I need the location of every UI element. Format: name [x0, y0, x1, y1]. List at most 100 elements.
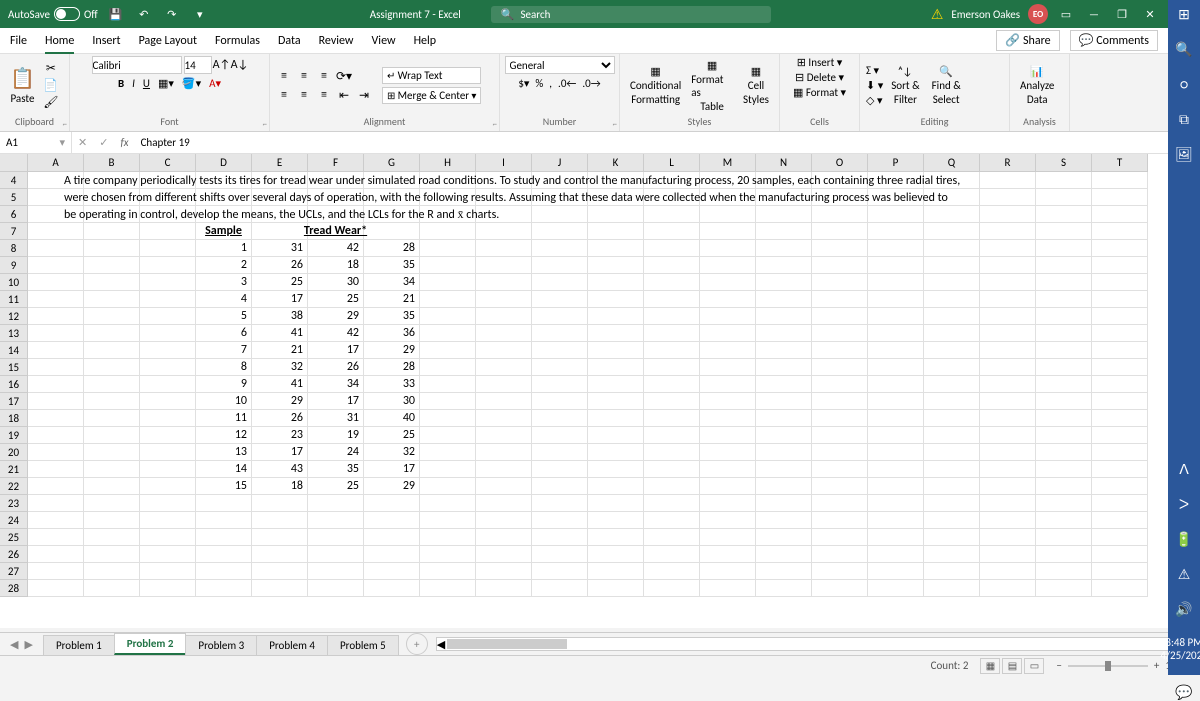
cell[interactable]	[812, 393, 868, 410]
cell[interactable]	[588, 308, 644, 325]
cell[interactable]	[700, 495, 756, 512]
cell[interactable]	[868, 393, 924, 410]
cell[interactable]	[756, 376, 812, 393]
cell[interactable]	[532, 444, 588, 461]
tab-home[interactable]: Home	[45, 34, 74, 54]
cell[interactable]	[420, 427, 476, 444]
search-tb-icon[interactable]: 🔍	[1175, 41, 1192, 58]
cell[interactable]: 29	[308, 308, 364, 325]
qat-more-icon[interactable]: ▾	[190, 4, 210, 24]
cell[interactable]	[1092, 172, 1148, 189]
cell[interactable]	[588, 257, 644, 274]
orientation-icon[interactable]: ⟳▾	[336, 68, 352, 84]
cell[interactable]	[532, 546, 588, 563]
cell[interactable]	[588, 342, 644, 359]
col-header[interactable]: I	[476, 154, 532, 172]
cell[interactable]	[812, 274, 868, 291]
cell[interactable]	[756, 529, 812, 546]
bold-button[interactable]: B	[118, 77, 124, 90]
tab-file[interactable]: File	[10, 34, 27, 48]
cell[interactable]: 28	[364, 359, 420, 376]
cell[interactable]	[84, 359, 140, 376]
cell[interactable]	[252, 580, 308, 597]
cell[interactable]	[700, 274, 756, 291]
cell[interactable]	[252, 512, 308, 529]
cell[interactable]	[476, 529, 532, 546]
cell[interactable]	[84, 240, 140, 257]
cell[interactable]	[868, 342, 924, 359]
cell[interactable]	[812, 223, 868, 240]
cell[interactable]	[28, 257, 84, 274]
cell[interactable]	[980, 172, 1036, 189]
cell[interactable]	[196, 563, 252, 580]
cell[interactable]	[1092, 393, 1148, 410]
enter-icon[interactable]: ✓	[93, 136, 114, 149]
col-header[interactable]: O	[812, 154, 868, 172]
cell[interactable]	[420, 410, 476, 427]
cell[interactable]	[700, 580, 756, 597]
cell[interactable]	[924, 325, 980, 342]
cell[interactable]	[1036, 206, 1092, 223]
cell[interactable]	[980, 393, 1036, 410]
cell[interactable]	[420, 580, 476, 597]
cell[interactable]	[1092, 529, 1148, 546]
add-sheet-button[interactable]: +	[406, 633, 428, 655]
cell[interactable]	[1036, 444, 1092, 461]
increase-indent-icon[interactable]: ⇥	[356, 87, 372, 103]
close-icon[interactable]: ✕	[1140, 4, 1160, 24]
cell[interactable]	[532, 393, 588, 410]
cell[interactable]	[924, 291, 980, 308]
cell[interactable]	[196, 512, 252, 529]
cell[interactable]	[1036, 342, 1092, 359]
cell[interactable]	[140, 376, 196, 393]
comments-button[interactable]: 💬 Comments	[1070, 30, 1158, 51]
col-header[interactable]: S	[1036, 154, 1092, 172]
cell[interactable]	[1036, 172, 1092, 189]
cell[interactable]	[308, 529, 364, 546]
cell[interactable]	[28, 478, 84, 495]
cell[interactable]	[28, 529, 84, 546]
row-header[interactable]: 22	[0, 478, 28, 495]
cell[interactable]	[868, 359, 924, 376]
cell[interactable]	[476, 495, 532, 512]
cell[interactable]	[532, 563, 588, 580]
cell[interactable]	[1036, 291, 1092, 308]
col-header[interactable]: C	[140, 154, 196, 172]
cell[interactable]	[532, 223, 588, 240]
cell[interactable]	[588, 223, 644, 240]
cell[interactable]	[84, 444, 140, 461]
cell[interactable]	[532, 495, 588, 512]
cut-icon[interactable]: ✂	[43, 61, 59, 77]
cell[interactable]	[644, 495, 700, 512]
cell[interactable]: 12	[196, 427, 252, 444]
align-bottom-icon[interactable]: ≡	[316, 68, 332, 84]
cell[interactable]: 26	[308, 359, 364, 376]
cell[interactable]: 17	[308, 393, 364, 410]
cell[interactable]: 10	[196, 393, 252, 410]
cell[interactable]	[420, 546, 476, 563]
cell[interactable]: 17	[364, 461, 420, 478]
cell[interactable]	[700, 342, 756, 359]
cell[interactable]	[980, 512, 1036, 529]
cell[interactable]: 18	[252, 478, 308, 495]
col-header[interactable]: L	[644, 154, 700, 172]
cell[interactable]: 17	[308, 342, 364, 359]
cell[interactable]	[812, 342, 868, 359]
cell[interactable]	[644, 240, 700, 257]
cell[interactable]	[532, 461, 588, 478]
cell[interactable]	[1036, 189, 1092, 206]
cell[interactable]	[756, 257, 812, 274]
cell[interactable]	[476, 478, 532, 495]
cell[interactable]	[420, 563, 476, 580]
cell[interactable]	[644, 461, 700, 478]
page-break-view-icon[interactable]: ▭	[1024, 658, 1044, 674]
row-header[interactable]: 21	[0, 461, 28, 478]
cell[interactable]: 4	[196, 291, 252, 308]
page-layout-view-icon[interactable]: ▤	[1002, 658, 1022, 674]
cell[interactable]	[1036, 546, 1092, 563]
cell[interactable]	[588, 274, 644, 291]
cell[interactable]	[1092, 563, 1148, 580]
cell[interactable]	[644, 308, 700, 325]
cell[interactable]	[140, 240, 196, 257]
cell[interactable]	[28, 342, 84, 359]
